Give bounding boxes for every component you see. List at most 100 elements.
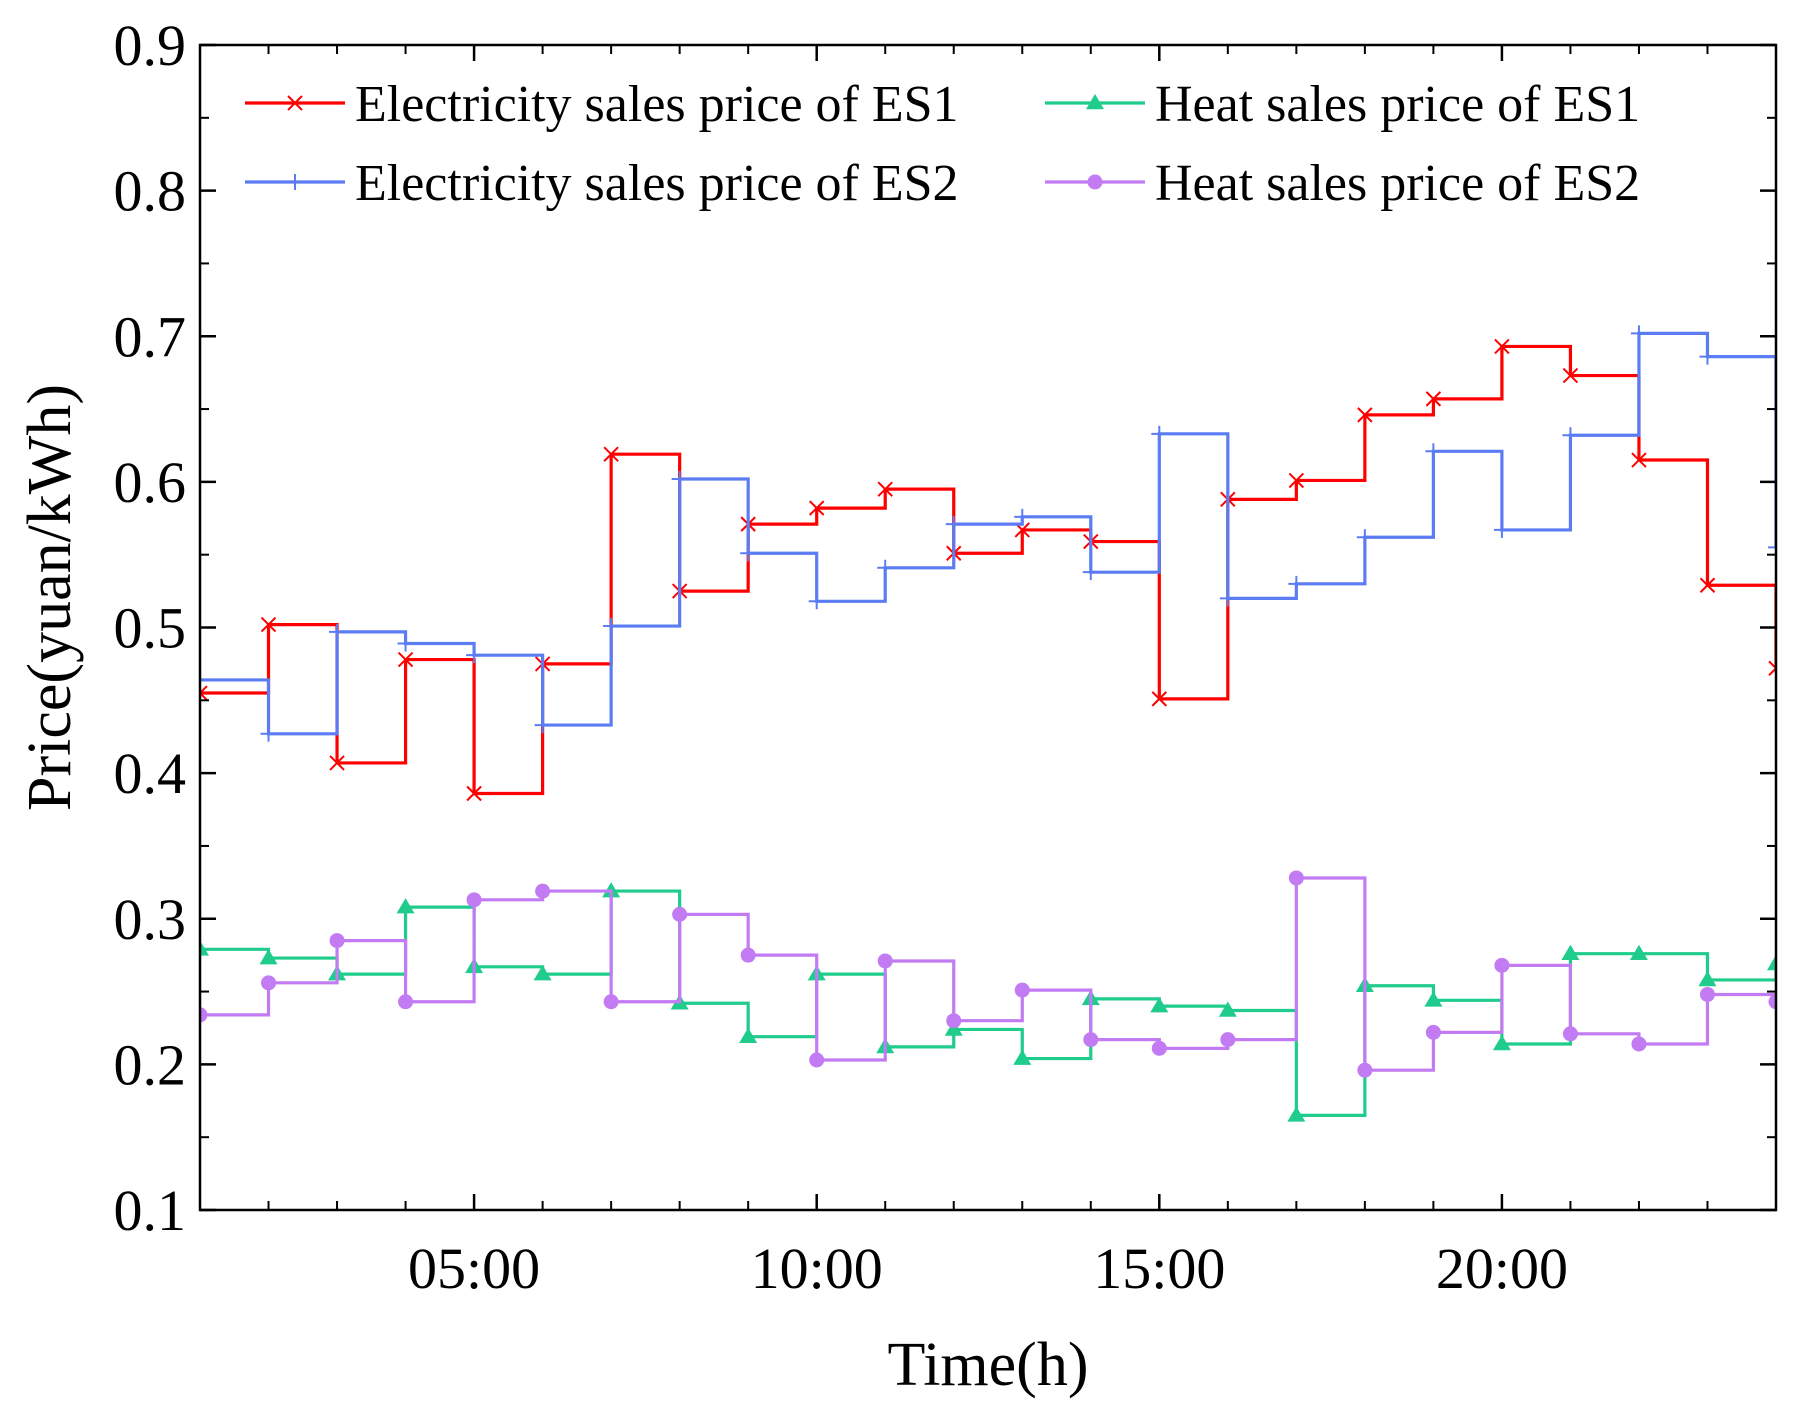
data-point <box>946 1013 962 1029</box>
data-point <box>1356 529 1373 546</box>
data-point <box>329 933 345 949</box>
data-point <box>535 883 551 899</box>
plot-frame <box>198 43 1778 1212</box>
series-line <box>200 331 1776 736</box>
y-tick-label: 0.4 <box>114 741 187 806</box>
y-tick-label: 0.7 <box>114 304 187 369</box>
data-point <box>1425 1024 1441 1040</box>
legend-item: Heat sales price of ES1 <box>1045 76 1640 133</box>
data-point <box>397 651 414 668</box>
data-point <box>1562 367 1579 384</box>
legend-swatch-marker <box>287 174 303 190</box>
data-point <box>466 785 482 802</box>
data-point <box>1424 991 1443 1007</box>
data-point <box>877 953 893 969</box>
data-point <box>329 755 345 771</box>
legend-label: Heat sales price of ES2 <box>1155 155 1640 212</box>
y-tick-label: 0.1 <box>114 1178 187 1243</box>
y-tick-label: 0.9 <box>114 13 187 78</box>
data-point <box>1220 1032 1236 1048</box>
data-point <box>1699 348 1716 365</box>
data-point <box>671 470 688 487</box>
y-tick-label: 0.5 <box>114 596 187 661</box>
y-axis-title: Price(yuan/kWh) <box>16 384 84 811</box>
legend: Electricity sales price of ES1 Heat sales… <box>245 76 1640 212</box>
data-point <box>1218 1001 1237 1017</box>
data-point <box>1699 986 1715 1002</box>
data-point <box>1288 870 1304 886</box>
legend-item: Heat sales price of ES2 <box>1045 155 1640 212</box>
x-tick-label: 05:00 <box>408 1236 540 1301</box>
data-point <box>808 593 825 610</box>
x-tick-label: 20:00 <box>1436 1236 1568 1301</box>
data-point <box>1287 1106 1306 1122</box>
series-1 <box>200 338 1776 802</box>
axis-ticks: 0.1 0.2 0.3 0.4 0.5 0.6 0.7 0.8 0.9 05:00 10:00 15:… <box>114 13 1777 1301</box>
legend-label: Electricity sales price of ES1 <box>355 76 959 133</box>
data-point <box>945 516 962 533</box>
data-point <box>809 1052 825 1068</box>
data-point <box>533 965 552 981</box>
data-point <box>1629 944 1648 960</box>
legend-item: Electricity sales price of ES2 <box>245 155 959 212</box>
plot-marks <box>200 325 1776 1122</box>
data-point <box>1219 590 1236 607</box>
data-point <box>259 949 278 965</box>
data-point <box>260 616 277 633</box>
data-point <box>1425 443 1442 460</box>
series-line <box>200 876 1776 1072</box>
data-point <box>1425 391 1442 407</box>
data-point <box>398 994 414 1010</box>
series-line <box>200 344 1776 796</box>
data-point <box>1083 1032 1099 1048</box>
data-point <box>396 898 415 914</box>
data-point <box>1014 982 1030 998</box>
data-point <box>672 906 688 922</box>
y-tick-label: 0.3 <box>114 887 187 952</box>
x-tick-label: 15:00 <box>1093 1236 1225 1301</box>
data-point <box>1492 1034 1511 1051</box>
x-tick-label: 10:00 <box>751 1236 883 1301</box>
data-point <box>466 647 483 664</box>
y-tick-label: 0.8 <box>114 159 187 224</box>
data-point <box>1150 997 1169 1013</box>
y-tick-label: 0.2 <box>114 1032 187 1097</box>
data-point <box>1013 1049 1032 1065</box>
data-point <box>200 940 209 956</box>
data-point <box>1151 691 1168 707</box>
x-axis-title: Time(h) <box>888 1331 1089 1399</box>
data-point <box>1494 957 1510 973</box>
data-point <box>1151 1040 1167 1056</box>
data-point <box>1698 970 1717 987</box>
data-point <box>877 559 894 576</box>
legend-swatch-marker <box>287 95 303 111</box>
legend-item: Electricity sales price of ES1 <box>245 76 959 133</box>
data-point <box>740 947 756 963</box>
data-point <box>261 975 277 991</box>
data-point <box>1357 407 1373 423</box>
data-point <box>534 717 551 734</box>
data-point <box>1699 577 1716 593</box>
data-point <box>1630 325 1647 342</box>
data-point <box>397 635 414 652</box>
legend-swatch-marker <box>1087 174 1103 190</box>
data-point <box>603 994 619 1010</box>
series-2 <box>200 325 1776 742</box>
data-point <box>877 481 893 497</box>
data-point <box>603 618 620 635</box>
data-point <box>603 446 619 462</box>
data-point <box>1014 508 1031 525</box>
data-point <box>1562 427 1579 444</box>
series-4 <box>200 870 1776 1078</box>
data-point <box>1561 944 1580 960</box>
data-point <box>466 892 482 908</box>
data-point <box>1082 564 1099 581</box>
data-point <box>808 500 825 516</box>
data-point <box>1768 660 1776 676</box>
legend-label: Heat sales price of ES1 <box>1155 76 1640 133</box>
data-point <box>1288 575 1305 592</box>
data-point <box>1631 1036 1647 1052</box>
data-point <box>1768 994 1776 1010</box>
